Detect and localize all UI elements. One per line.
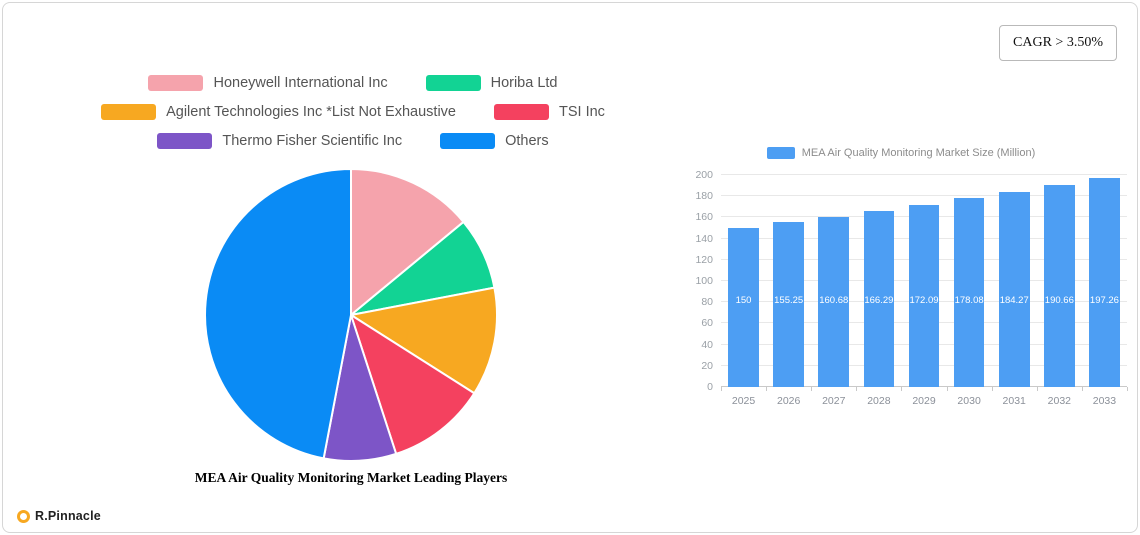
pie-slice-3[interactable] — [349, 312, 476, 456]
x-axis-tick — [1036, 387, 1038, 391]
y-tick-label: 160 — [695, 211, 713, 224]
x-axis-tick — [721, 387, 722, 391]
legend-swatch — [101, 104, 157, 120]
legend-swatch — [493, 104, 549, 120]
bar-plot-area: 0 20 40 60 80 100 120 140 160 180 200 150 2025 155.25… — [695, 169, 1128, 407]
legend-label: Horiba Ltd — [490, 75, 558, 91]
pie-slice-2[interactable] — [348, 286, 498, 395]
bar-legend[interactable]: MEA Air Quality Monitoring Market Size (… — [663, 145, 1139, 161]
pie-legend-item-1[interactable]: Horiba Ltd — [425, 75, 558, 91]
cagr-badge: CAGR > 3.50% — [999, 25, 1117, 61]
legend-label: TSI Inc — [558, 104, 605, 120]
x-axis-tick — [991, 387, 993, 391]
legend-swatch — [440, 133, 496, 149]
bar-value-label: 166.29 — [864, 295, 894, 307]
x-tick-label: 2031 — [1002, 395, 1026, 407]
bar-chart: MEA Air Quality Monitoring Market Size (… — [663, 145, 1139, 407]
x-tick-label: 2029 — [912, 395, 936, 407]
x-axis-tick — [1081, 387, 1083, 391]
pie-slice-0[interactable] — [350, 167, 465, 318]
legend-swatch — [148, 75, 204, 91]
y-tick-label: 20 — [701, 359, 713, 372]
x-tick-label: 2026 — [776, 395, 801, 407]
brand-logo: R.Pinnacle — [17, 509, 101, 523]
pie-legend-item-2[interactable]: Agilent Technologies Inc *List Not Exhau… — [101, 104, 456, 120]
y-tick-label: 60 — [701, 317, 713, 330]
bar-legend-swatch — [766, 147, 795, 159]
bar-value-label: 155.25 — [774, 295, 804, 307]
legend-swatch — [157, 133, 213, 149]
pie-legend-item-4[interactable]: Thermo Fisher Scientific Inc — [157, 133, 402, 149]
x-tick-label: 2027 — [822, 395, 846, 407]
y-tick-label: 100 — [695, 275, 713, 287]
pie-svg — [204, 167, 498, 462]
bar-2028[interactable] — [863, 210, 895, 387]
x-axis-tick — [946, 387, 948, 391]
legend-label: Thermo Fisher Scientific Inc — [222, 133, 403, 149]
x-tick-label: 2028 — [867, 395, 891, 407]
pie-chart-title: MEA Air Quality Monitoring Market Leadin… — [194, 470, 508, 485]
y-tick-label: 0 — [707, 381, 713, 393]
bar-value-label: 178.08 — [954, 295, 984, 307]
bar-2031[interactable] — [998, 191, 1030, 387]
bar-value-label: 172.09 — [909, 295, 939, 307]
bar-2026[interactable] — [773, 222, 804, 387]
legend-swatch — [425, 75, 481, 91]
legend-label: Agilent Technologies Inc *List Not Exhau… — [166, 104, 456, 120]
pie-legend-row: Honeywell International Inc Horiba Ltd — [43, 75, 663, 91]
y-tick-label: 40 — [701, 338, 713, 351]
brand-name: R.Pinnacle — [35, 509, 101, 523]
bar-value-label: 197.26 — [1089, 295, 1119, 307]
y-tick-label: 80 — [701, 296, 713, 309]
gridline — [721, 174, 1127, 175]
pie-legend-item-5[interactable]: Others — [440, 133, 549, 149]
y-tick-label: 180 — [695, 190, 713, 203]
legend-label: Honeywell International Inc — [213, 75, 388, 91]
pie-legend-item-3[interactable]: TSI Inc — [493, 104, 605, 120]
bar-2027[interactable] — [818, 216, 850, 387]
pie-chart — [201, 165, 501, 465]
pie-legend-row: Agilent Technologies Inc *List Not Exhau… — [43, 104, 663, 120]
x-axis-tick — [766, 387, 768, 391]
x-tick-label: 2032 — [1047, 395, 1072, 407]
y-tick-label: 140 — [695, 232, 713, 245]
pie-legend-row: Thermo Fisher Scientific Inc Others — [43, 133, 663, 149]
pie-legend-item-0[interactable]: Honeywell International Inc — [148, 75, 388, 91]
bar-2029[interactable] — [908, 204, 940, 387]
bar-2033[interactable] — [1089, 177, 1120, 387]
brand-icon — [17, 509, 30, 523]
pie-legend: Honeywell International Inc Horiba Ltd Agi… — [43, 75, 663, 162]
x-tick-label: 2025 — [731, 395, 756, 407]
pie-slice-5[interactable] — [204, 167, 352, 460]
cagr-label: CAGR > 3.50% — [1013, 35, 1103, 50]
bar-legend-label: MEA Air Quality Monitoring Market Size (… — [801, 147, 1036, 159]
x-axis-tick — [811, 387, 813, 391]
bar-2025[interactable] — [728, 228, 759, 387]
x-tick-label: 2030 — [957, 395, 981, 407]
y-tick-label: 120 — [695, 253, 713, 266]
bar-value-label: 184.27 — [999, 295, 1029, 307]
x-axis-tick — [856, 387, 858, 391]
bar-value-label: 150 — [735, 295, 752, 307]
bar-2030[interactable] — [953, 198, 985, 387]
x-axis-tick — [901, 387, 903, 391]
gridline — [721, 195, 1127, 197]
bar-value-label: 190.66 — [1044, 295, 1074, 307]
x-tick-label: 2033 — [1092, 395, 1117, 407]
y-tick-label: 200 — [695, 169, 713, 181]
legend-label: Others — [505, 133, 549, 149]
x-axis-tick — [1127, 387, 1128, 391]
bar-2032[interactable] — [1043, 184, 1075, 387]
bar-value-label: 160.68 — [819, 295, 849, 307]
